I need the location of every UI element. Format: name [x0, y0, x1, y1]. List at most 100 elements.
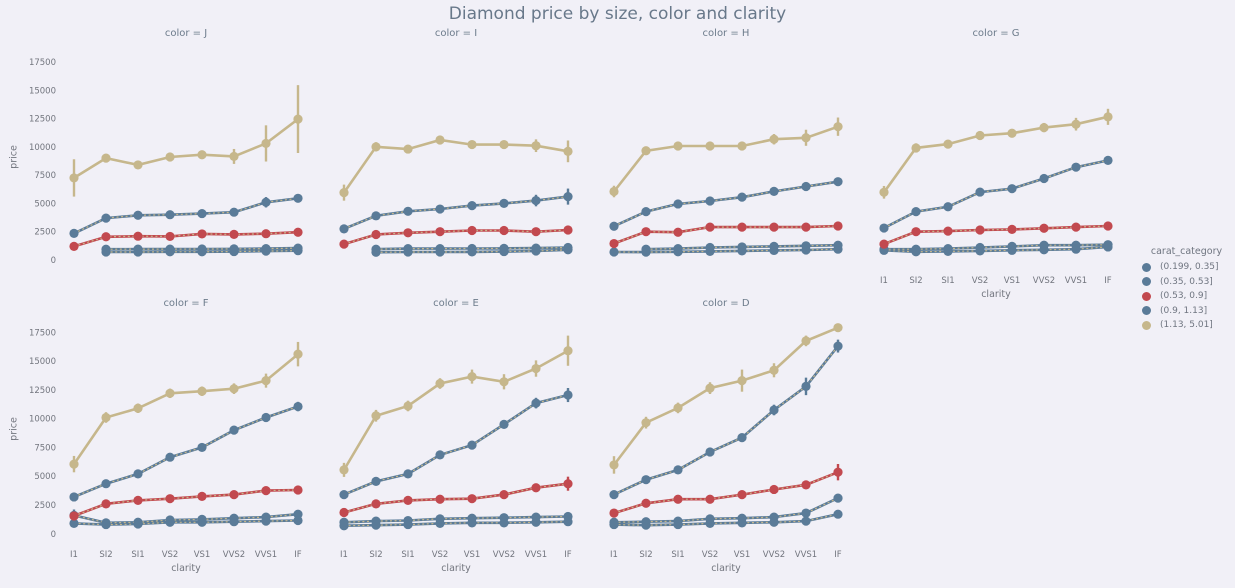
x-tick-label: SI1 — [941, 276, 954, 286]
facet-color-i: color = I — [283, 28, 579, 303]
legend-marker-icon — [1142, 262, 1151, 272]
series-5 — [879, 108, 1113, 199]
facet-title: color = J — [164, 28, 208, 39]
facet-title: color = I — [434, 28, 478, 39]
x-axis-label: clarity — [171, 563, 201, 574]
legend-marker-icon — [1142, 277, 1151, 287]
y-tick-label: 2500 — [34, 228, 56, 238]
x-tick-label: SI2 — [369, 550, 382, 560]
facet-plot: I1 SI2 SI1 VS2 VS1 VVS2 VVS1 IF clarity — [879, 108, 1113, 300]
facet-color-j: color = J 0 2500 5000 7500 10000 12500 15000 175… — [13, 28, 309, 303]
series-5 — [69, 85, 303, 197]
legend-entry: (0.9, 1.13] — [1138, 304, 1235, 319]
x-tick-label: VVS2 — [223, 550, 245, 560]
x-tick-label: IF — [1104, 276, 1112, 286]
legend-entry: (0.199, 0.35] — [1138, 260, 1235, 275]
x-tick-label: VS1 — [1004, 276, 1021, 286]
x-tick-label: I1 — [610, 550, 618, 560]
y-tick-label: 7500 — [34, 443, 56, 453]
y-tick-label: 5000 — [34, 199, 56, 209]
y-tick-label: 12500 — [29, 386, 56, 396]
x-tick-label: VS2 — [162, 550, 179, 560]
series-4 — [609, 339, 843, 500]
facet-title: color = D — [702, 298, 750, 309]
facet-plot — [339, 135, 573, 257]
legend-title: carat_category — [1150, 246, 1223, 257]
legend-marker-icon — [1142, 306, 1151, 316]
x-axis-label: clarity — [711, 563, 741, 574]
series-3 — [339, 476, 573, 518]
facet-color-h: color = H — [553, 28, 849, 303]
y-tick-label: 0 — [51, 530, 56, 540]
facet-color-f: color = F 0 2500 5000 7500 10000 12500 15000 175… — [13, 298, 309, 577]
y-tick-label: 12500 — [29, 115, 56, 125]
x-tick-label: VVS1 — [795, 550, 817, 560]
x-tick-label: VS1 — [194, 550, 211, 560]
series-2 — [339, 511, 573, 527]
x-tick-label: VS1 — [464, 550, 481, 560]
y-tick-label: 2500 — [34, 501, 56, 511]
x-tick-label: IF — [564, 550, 572, 560]
x-tick-label: VVS1 — [255, 550, 277, 560]
facet-color-g: color = G I1 SI2 SI1 VS2 VS1 VVS2 VVS1 IF clarity — [823, 28, 1119, 303]
y-tick-label: 15000 — [29, 86, 56, 96]
series-3 — [609, 221, 843, 249]
x-tick-label: VVS2 — [493, 550, 515, 560]
facet-title: color = F — [163, 298, 209, 309]
legend-entry: (0.53, 0.9] — [1138, 289, 1235, 304]
facet-color-d: color = D I1 SI2 SI1 VS2 VS1 VVS2 VVS1 IF clarity — [553, 298, 849, 577]
series-4 — [339, 388, 573, 500]
x-tick-label: IF — [294, 550, 302, 560]
y-tick-label: 5000 — [34, 472, 56, 482]
legend-label: (0.53, 0.9] — [1160, 291, 1208, 302]
series-3 — [879, 221, 1113, 249]
x-tick-label: SI2 — [99, 550, 112, 560]
facet-title: color = E — [433, 298, 479, 309]
x-tick-label: VVS1 — [1065, 276, 1087, 286]
y-tick-label: 17500 — [29, 328, 56, 338]
series-2 — [371, 242, 573, 254]
x-tick-label: VS2 — [972, 276, 989, 286]
x-axis-label: clarity — [981, 289, 1011, 300]
x-tick-label: VS1 — [734, 550, 751, 560]
facet-plot — [609, 117, 843, 257]
x-tick-label: I1 — [880, 276, 888, 286]
series-5 — [339, 335, 573, 477]
x-tick-label: SI2 — [639, 550, 652, 560]
x-tick-label: VVS1 — [525, 550, 547, 560]
legend-entry: (1.13, 5.01] — [1138, 318, 1235, 333]
x-tick-label: VS2 — [432, 550, 449, 560]
facet-title: color = G — [972, 28, 1020, 39]
legend-label: (0.9, 1.13] — [1160, 305, 1208, 316]
y-tick-label: 7500 — [34, 171, 56, 181]
x-tick-label: SI2 — [909, 276, 922, 286]
series-5 — [339, 135, 573, 201]
series-5 — [609, 323, 843, 474]
legend-entries: (0.199, 0.35] (0.35, 0.53] (0.53, 0.9] (0.9… — [1138, 260, 1235, 333]
x-tick-label: VS2 — [702, 550, 719, 560]
series-4 — [339, 188, 573, 234]
chart-title: Diamond price by size, color and clarity — [448, 4, 787, 24]
x-tick-label: SI1 — [131, 550, 144, 560]
series-4 — [69, 193, 303, 238]
x-tick-label: SI1 — [671, 550, 684, 560]
x-axis-label: clarity — [441, 563, 471, 574]
series-2 — [641, 240, 843, 254]
series-4 — [69, 401, 303, 502]
x-tick-label: IF — [834, 550, 842, 560]
x-tick-label: SI1 — [401, 550, 414, 560]
facet-color-e: color = E I1 SI2 SI1 VS2 VS1 VVS2 VVS1 IF clarity — [283, 298, 579, 577]
facet-plot: 0 2500 5000 7500 10000 12500 15000 17500 I1 SI2 SI… — [29, 328, 303, 574]
series-3 — [69, 227, 303, 251]
legend-entry: (0.35, 0.53] — [1138, 275, 1235, 290]
facet-plot: I1 SI2 SI1 VS2 VS1 VVS2 VVS1 IF clarity — [609, 323, 843, 574]
series-2 — [101, 243, 303, 254]
legend-label: (0.199, 0.35] — [1160, 262, 1219, 273]
series-4 — [609, 177, 843, 231]
legend-marker-icon — [1142, 320, 1151, 330]
x-tick-label: I1 — [340, 550, 348, 560]
y-tick-label: 15000 — [29, 357, 56, 367]
series-2 — [609, 493, 843, 527]
x-tick-label: VVS2 — [1033, 276, 1055, 286]
